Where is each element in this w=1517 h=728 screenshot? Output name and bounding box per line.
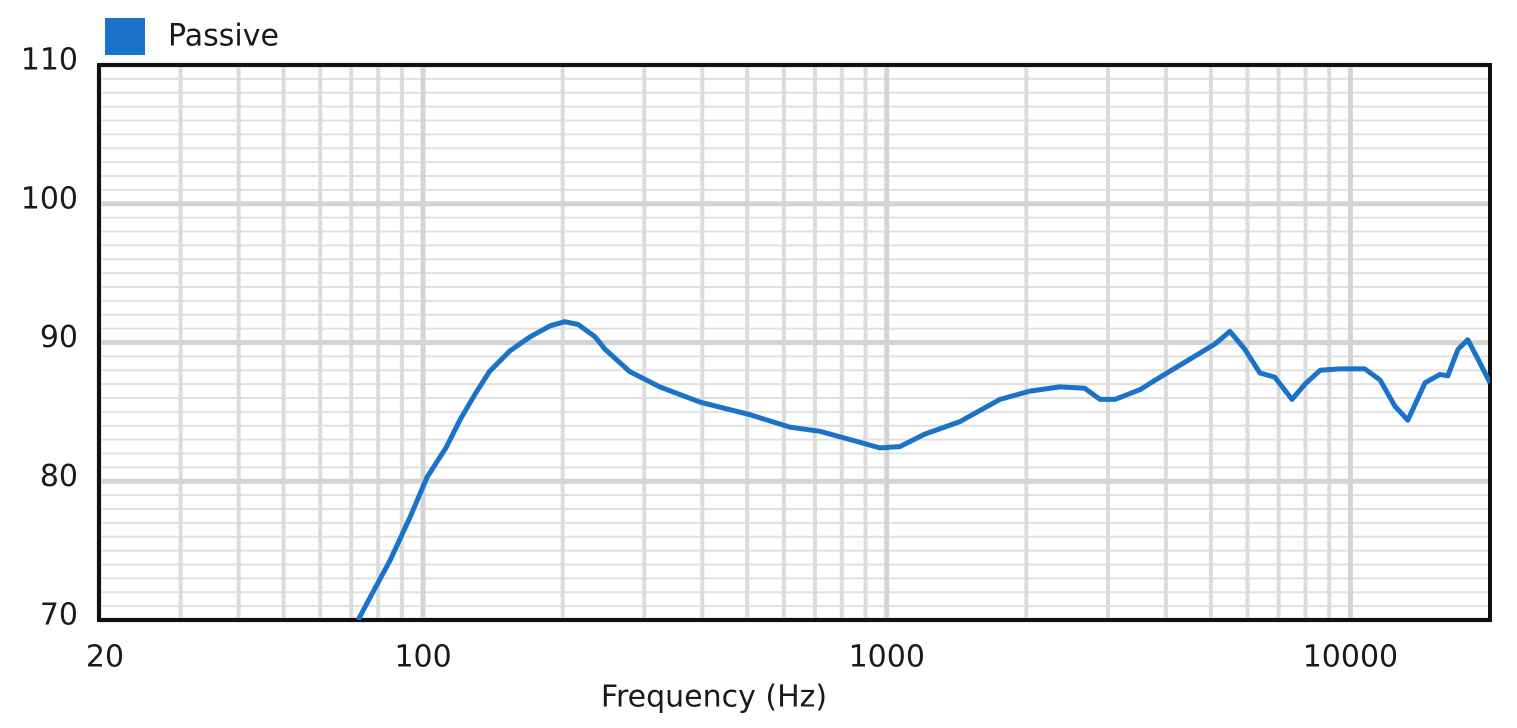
y-tick-label: 80 [40, 459, 78, 494]
legend-label: Passive [168, 19, 279, 54]
x-tick-label: 10000 [1303, 640, 1398, 675]
legend-swatch [105, 18, 145, 55]
x-tick-label: 100 [394, 640, 451, 675]
x-axis-label: Frequency (Hz) [601, 680, 827, 715]
y-tick-label: 110 [21, 43, 78, 78]
x-tick-label: 20 [86, 640, 124, 675]
y-tick-label: 70 [40, 598, 78, 633]
plot-frame [97, 63, 1492, 622]
y-tick-label: 100 [21, 181, 78, 216]
series-line [355, 319, 1490, 620]
x-tick-label: 1000 [849, 640, 925, 675]
y-tick-label: 90 [40, 320, 78, 355]
